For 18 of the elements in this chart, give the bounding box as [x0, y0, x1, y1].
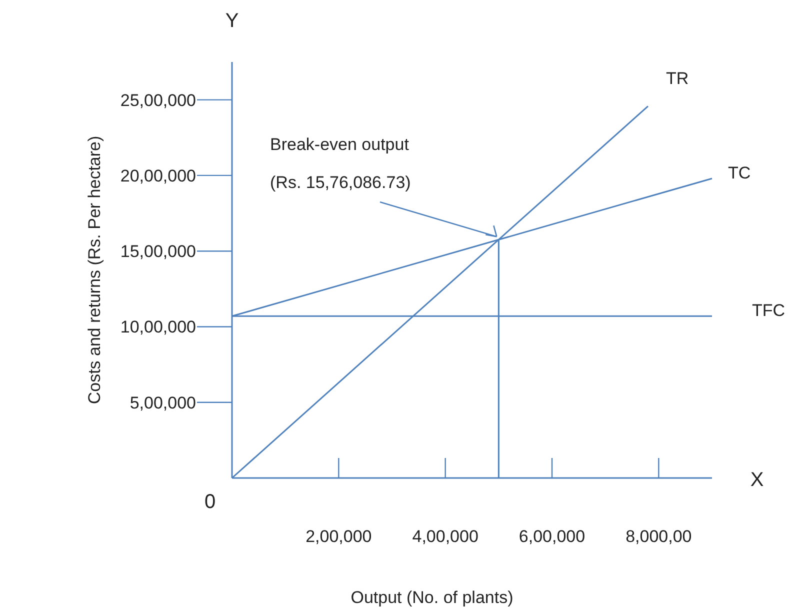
annotation: Break-even output (Rs. 15,76,086.73) [270, 135, 411, 192]
y-tick-label: 15,00,000 [120, 242, 196, 262]
x-tick-label: 4,00,000 [412, 527, 478, 546]
text: X [750, 469, 764, 491]
series-label: TC [728, 163, 751, 182]
y-axis-title: Costs and returns (Rs. Per hectare) [85, 136, 104, 404]
x-tick-label: 8,000,00 [626, 527, 692, 546]
x-axis-title: Output (No. of plants) [350, 588, 514, 607]
y-tick-label: 10,00,000 [120, 318, 196, 337]
series-label: TR [666, 69, 689, 88]
x-tick-label: 2,00,000 [306, 527, 372, 546]
text: 0 [204, 491, 216, 513]
y-tick-label: 5,00,000 [130, 393, 196, 412]
text: Y [225, 10, 239, 32]
x-tick-label: 6,00,000 [518, 527, 586, 546]
text: TFC [752, 301, 786, 320]
y-tick-label: 20,00,000 [120, 166, 196, 186]
y-tick-label: 25,00,000 [120, 90, 196, 110]
